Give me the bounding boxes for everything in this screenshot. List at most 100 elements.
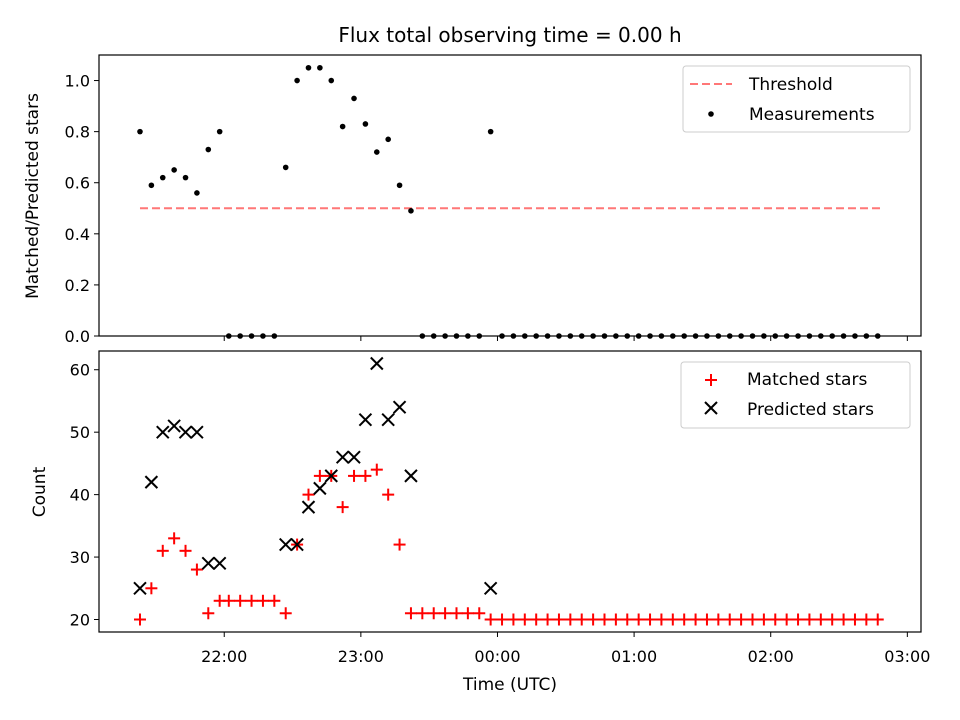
matched-star-point bbox=[723, 613, 736, 626]
matched-star-point bbox=[530, 613, 543, 626]
ratio-y-tick-label: 0.4 bbox=[65, 225, 90, 244]
ratio-y-axis-label: Matched/Predicted stars bbox=[23, 93, 43, 299]
count-legend-box bbox=[680, 361, 911, 429]
matched-star-point bbox=[564, 613, 577, 626]
ratio-y-tick-label: 0.8 bbox=[65, 123, 90, 142]
matched-star-point bbox=[541, 613, 554, 626]
ratio-plot-frame bbox=[98, 54, 922, 337]
matched-star-point bbox=[279, 607, 292, 620]
matched-star-point bbox=[450, 607, 463, 620]
matched-star-point bbox=[302, 488, 315, 501]
predicted-star-point bbox=[156, 425, 170, 439]
measurement-point bbox=[137, 128, 143, 135]
matched-star-point bbox=[814, 613, 827, 626]
matched-star-point bbox=[826, 613, 839, 626]
matched-star-point bbox=[678, 613, 691, 626]
matched-star-point bbox=[609, 613, 622, 626]
matched-star-point bbox=[496, 613, 509, 626]
predicted-star-point bbox=[301, 500, 316, 514]
matched-star-point bbox=[792, 613, 805, 626]
matched-star-point bbox=[632, 613, 645, 626]
count-y-tick-label: 20 bbox=[70, 611, 90, 630]
measurement-point bbox=[305, 64, 312, 71]
ratio-legend: Threshold Measurements bbox=[682, 65, 911, 133]
predicted-star-point bbox=[133, 581, 147, 595]
measurement-point bbox=[339, 123, 346, 130]
matched-star-point bbox=[393, 538, 406, 551]
measurement-point bbox=[182, 174, 189, 181]
matched-star-point bbox=[359, 469, 372, 482]
matched-star-point bbox=[370, 463, 383, 476]
count-panel: 20 30 40 50 60 22:00 23:00 00:00 01:00 02:00 03:0… bbox=[30, 350, 930, 695]
matched-star-point bbox=[769, 613, 782, 626]
measurement-point bbox=[194, 190, 200, 196]
ratio-panel: Flux total observing time = 0.00 h 0.0 0.… bbox=[23, 23, 922, 346]
predicted-star-point bbox=[201, 556, 216, 571]
count-plot-frame bbox=[98, 350, 922, 633]
count-x-tick-label: 00:00 bbox=[474, 647, 520, 666]
matched-star-point bbox=[313, 469, 326, 482]
matched-star-point bbox=[644, 613, 657, 626]
matched-star-point bbox=[700, 613, 713, 626]
count-x-tick-label: 02:00 bbox=[748, 647, 794, 666]
measurement-point bbox=[373, 149, 380, 155]
count-legend: Matched stars Predicted stars bbox=[680, 361, 911, 429]
predicted-star-point bbox=[335, 450, 350, 464]
ratio-y-axis: 0.0 0.2 0.4 0.6 0.8 1.0 bbox=[65, 72, 99, 346]
ratio-legend-box bbox=[682, 65, 911, 133]
predicted-star-point bbox=[381, 412, 395, 427]
measurement-point bbox=[487, 128, 494, 135]
matched-star-point bbox=[780, 613, 793, 626]
matched-star-point bbox=[382, 488, 395, 501]
ratio-y-tick-label: 0.2 bbox=[65, 276, 90, 295]
measurement-point bbox=[328, 77, 335, 84]
matched-star-point bbox=[689, 613, 702, 626]
ratio-y-tick-label: 0.6 bbox=[65, 174, 90, 193]
matched-star-point bbox=[848, 613, 861, 626]
predicted-star-point bbox=[279, 537, 293, 552]
measurement-point bbox=[171, 167, 177, 173]
legend-measurements-swatch bbox=[708, 111, 714, 117]
count-x-tick-label: 22:00 bbox=[201, 647, 247, 666]
matched-star-point bbox=[348, 469, 361, 482]
count-y-axis: 20 30 40 50 60 bbox=[70, 361, 99, 630]
measurement-point bbox=[408, 208, 414, 214]
count-x-axis-label: Time (UTC) bbox=[462, 675, 557, 695]
matched-star-point bbox=[507, 613, 520, 626]
count-points bbox=[133, 356, 884, 626]
legend-measurements-label: Measurements bbox=[749, 105, 875, 125]
count-x-tick-label: 23:00 bbox=[338, 647, 384, 666]
measurement-point bbox=[148, 182, 155, 189]
matched-star-point bbox=[179, 544, 192, 557]
matched-star-point bbox=[575, 613, 588, 626]
matched-star-point bbox=[484, 613, 497, 626]
predicted-star-point bbox=[212, 556, 227, 571]
count-y-axis-label: Count bbox=[30, 466, 50, 517]
matched-star-point bbox=[245, 594, 258, 607]
matched-star-point bbox=[133, 613, 146, 626]
matched-star-point bbox=[461, 607, 474, 620]
measurement-point bbox=[205, 146, 212, 153]
matched-star-point bbox=[871, 613, 884, 626]
matched-star-point bbox=[735, 613, 748, 626]
matched-star-point bbox=[837, 613, 850, 626]
matched-star-point bbox=[336, 501, 349, 514]
matched-star-point bbox=[234, 594, 247, 607]
matched-star-point bbox=[268, 594, 281, 607]
predicted-star-point bbox=[358, 412, 373, 427]
measurement-point bbox=[385, 136, 391, 143]
matched-star-point bbox=[598, 613, 611, 626]
matched-star-point bbox=[222, 594, 235, 607]
matched-star-point bbox=[202, 607, 215, 620]
matched-star-point bbox=[439, 607, 452, 620]
predicted-star-point bbox=[392, 400, 407, 414]
ratio-y-tick-label: 0.0 bbox=[65, 327, 90, 346]
predicted-star-point bbox=[347, 450, 361, 464]
predicted-star-point bbox=[370, 356, 384, 371]
count-x-tick-label: 01:00 bbox=[611, 647, 657, 666]
count-y-tick-label: 40 bbox=[70, 486, 90, 505]
chart-title: Flux total observing time = 0.00 h bbox=[338, 23, 681, 47]
predicted-star-point bbox=[404, 469, 418, 483]
legend-threshold-label: Threshold bbox=[748, 75, 833, 95]
predicted-star-point bbox=[178, 425, 193, 439]
